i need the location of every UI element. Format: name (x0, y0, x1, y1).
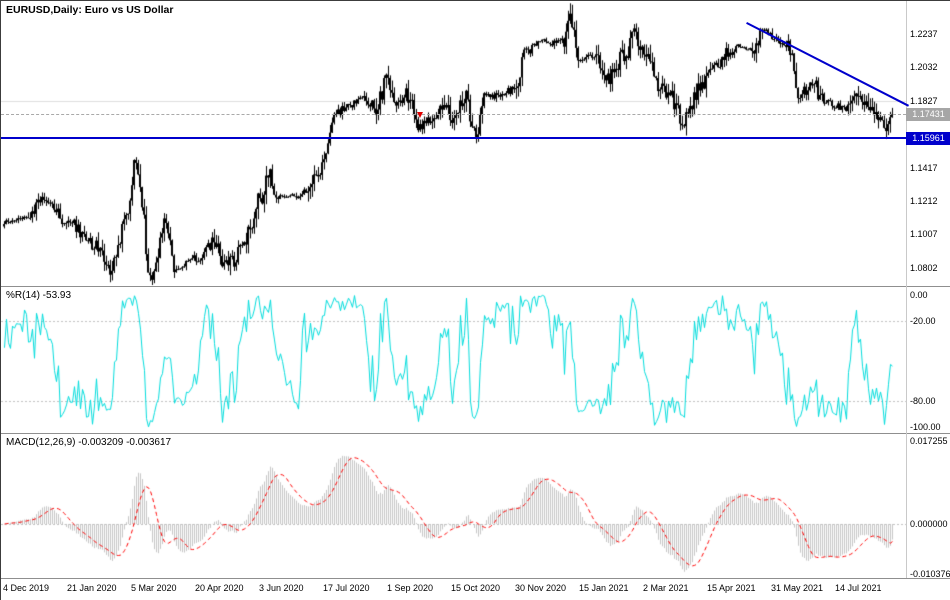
chart-title: EURUSD,Daily: Euro vs US Dollar (6, 4, 174, 16)
horizontal-line[interactable] (1, 137, 906, 139)
time-axis-label: 15 Jan 2021 (579, 583, 629, 593)
macd-axis-label: 0.017255 (910, 436, 948, 446)
price-axis-label: 1.1827 (910, 96, 938, 106)
time-axis-label: 31 May 2021 (771, 583, 824, 593)
wpr-axis-label: -100.00 (910, 422, 941, 432)
bid-price-line (1, 114, 906, 115)
time-axis-label: 3 Jun 2020 (259, 583, 304, 593)
price-axis-label: 1.1417 (910, 163, 938, 173)
price-axis-label: 1.1212 (910, 196, 938, 206)
wpr-canvas[interactable] (1, 287, 906, 433)
wpr-axis-label: -80.00 (910, 396, 936, 406)
price-axis-label: 1.2032 (910, 62, 938, 72)
wpr-axis-label: -20.00 (910, 316, 936, 326)
bid-price-tag: 1.17431 (906, 108, 950, 121)
time-axis-label: 2 Mar 2021 (643, 583, 689, 593)
panel-separator[interactable] (1, 286, 950, 287)
time-axis-label: 1 Sep 2020 (387, 583, 434, 593)
wpr-label: %R(14) -53.93 (6, 290, 72, 301)
macd-label: MACD(12,26,9) -0.003209 -0.003617 (6, 437, 172, 448)
axis-separator (906, 1, 907, 578)
macd-axis-label: 0.000000 (910, 519, 948, 529)
time-axis-label: 14 Jul 2021 (835, 583, 882, 593)
macd-axis-label: -0.010376 (910, 569, 950, 579)
time-axis-label: 15 Oct 2020 (451, 583, 501, 593)
panel-separator[interactable] (1, 433, 950, 434)
macd-canvas[interactable] (1, 434, 906, 578)
price-axis-label: 1.1007 (910, 229, 938, 239)
hline-price-tag: 1.15961 (906, 132, 950, 145)
time-axis-label: 21 Jan 2020 (67, 583, 117, 593)
arrow-marker-icon[interactable] (417, 112, 423, 118)
time-axis-label: 30 Nov 2020 (515, 583, 567, 593)
time-axis-label: 4 Dec 2019 (3, 583, 50, 593)
price-axis-label: 1.0802 (910, 263, 938, 273)
price-axis-label: 1.2237 (910, 29, 938, 39)
time-axis-label: 5 Mar 2020 (131, 583, 177, 593)
price-chart-canvas[interactable] (1, 1, 906, 286)
time-axis-label: 20 Apr 2020 (195, 583, 244, 593)
wpr-axis-label: 0.00 (910, 290, 928, 300)
panel-separator (1, 578, 950, 579)
time-axis-label: 17 Jul 2020 (323, 583, 370, 593)
time-axis-label: 15 Apr 2021 (707, 583, 756, 593)
